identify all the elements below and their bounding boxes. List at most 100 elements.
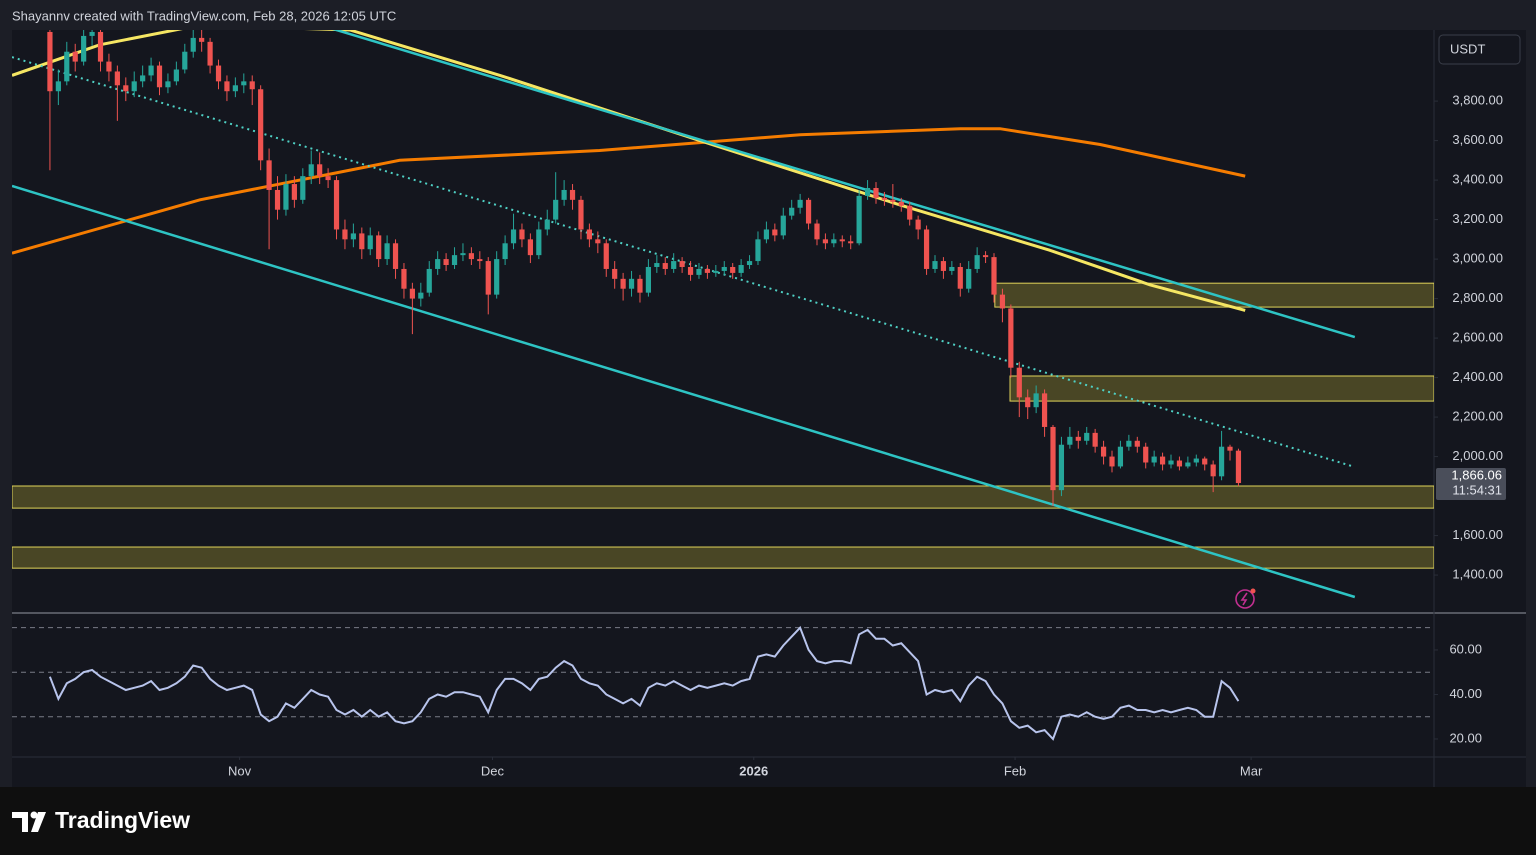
price-pane xyxy=(12,30,1434,599)
candle-body xyxy=(527,239,533,256)
alert-icon[interactable] xyxy=(1235,588,1256,609)
candle-body xyxy=(1117,446,1124,467)
candle-body xyxy=(957,266,963,289)
candle-body xyxy=(856,195,862,244)
candle-body xyxy=(1202,458,1208,465)
candle-body xyxy=(578,199,584,230)
candle-body xyxy=(738,265,744,273)
candle-body xyxy=(780,215,786,236)
y-tick-label: 3,200.00 xyxy=(1452,211,1503,226)
candle-body xyxy=(451,255,458,266)
rsi-tick-label: 60.00 xyxy=(1449,641,1482,656)
candle-body xyxy=(333,180,340,230)
candle-body xyxy=(628,278,635,289)
candle-body xyxy=(789,207,795,216)
candle-body xyxy=(291,184,297,200)
currency-box[interactable] xyxy=(1438,34,1521,65)
candle-body xyxy=(755,239,761,262)
candle-body xyxy=(215,65,222,82)
candle-body xyxy=(468,253,474,260)
candle-body xyxy=(932,261,938,269)
candle-body xyxy=(241,81,247,86)
candle-body xyxy=(224,81,230,92)
candle-body xyxy=(384,243,390,260)
candle-body xyxy=(1067,436,1073,445)
candle-body xyxy=(713,270,719,273)
candle-body xyxy=(317,164,323,177)
candle-body xyxy=(612,268,618,279)
candle-body xyxy=(64,51,70,82)
y-tick-label: 3,000.00 xyxy=(1452,251,1503,266)
candle-body xyxy=(1218,446,1225,477)
candle-body xyxy=(392,243,399,269)
candle-body xyxy=(1075,436,1081,441)
candle-body xyxy=(822,239,829,244)
candle-body xyxy=(839,239,845,242)
candle-body xyxy=(485,261,491,295)
y-tick-label: 3,600.00 xyxy=(1452,132,1503,147)
candle-body xyxy=(232,85,238,92)
candle-body xyxy=(502,243,508,260)
candle-body xyxy=(123,85,129,92)
candle-body xyxy=(401,268,407,289)
brand: TradingView xyxy=(55,807,190,833)
candle-body xyxy=(662,263,668,269)
zone xyxy=(12,546,1434,569)
candle-body xyxy=(114,71,120,86)
candle-body xyxy=(730,266,736,273)
candle-body xyxy=(1185,462,1191,467)
candle-body xyxy=(97,31,104,62)
candle-body xyxy=(283,184,289,210)
candle-body xyxy=(367,235,373,250)
candle-body xyxy=(300,176,306,200)
candle-body xyxy=(1109,456,1115,467)
candle-body xyxy=(873,187,879,198)
candle-body xyxy=(772,229,778,236)
candle-body xyxy=(1084,432,1090,441)
x-tick-label: Dec xyxy=(481,763,505,778)
candle-body xyxy=(637,278,643,293)
candle-body xyxy=(1168,460,1174,465)
candle-body xyxy=(797,199,803,208)
x-tick-label: Feb xyxy=(1004,763,1026,778)
candle-body xyxy=(1159,456,1166,465)
candle-body xyxy=(409,288,415,299)
zone xyxy=(1009,375,1434,402)
candle-body xyxy=(763,229,770,240)
candle-body xyxy=(258,89,264,161)
candle-body xyxy=(426,268,432,293)
currency: USDT xyxy=(1450,41,1485,56)
candle-body xyxy=(1151,456,1157,463)
candle-body xyxy=(460,253,466,256)
candle-body xyxy=(1176,460,1183,467)
candle-body xyxy=(721,266,727,271)
candle-body xyxy=(477,259,483,262)
candle-body xyxy=(561,189,567,200)
countdown: 11:54:31 xyxy=(1452,482,1502,497)
moving-average xyxy=(12,30,1246,312)
candle-body xyxy=(940,261,947,271)
candle-body xyxy=(991,257,997,295)
candle-body xyxy=(165,81,171,88)
candle-body xyxy=(1100,446,1107,457)
candle-body xyxy=(72,51,78,62)
candle-body xyxy=(654,263,660,267)
candle-body xyxy=(671,261,677,269)
candle-body xyxy=(915,219,921,230)
candle-body xyxy=(1041,393,1048,427)
candle-body xyxy=(190,37,196,52)
candle-body xyxy=(949,266,955,271)
candle-body xyxy=(359,233,365,250)
candle-body xyxy=(140,75,146,82)
rsi-tick-label: 20.00 xyxy=(1449,730,1482,745)
candle-body xyxy=(679,261,685,267)
candle-body xyxy=(435,259,441,269)
rsi-tick-label: 40.00 xyxy=(1449,686,1482,701)
candle-body xyxy=(1193,458,1199,463)
rsi-pane xyxy=(12,625,1434,741)
last-price-label: 1,866.06 xyxy=(1451,467,1502,482)
candle-body xyxy=(325,176,331,181)
x-tick-label: 2026 xyxy=(739,763,768,778)
candle-body xyxy=(966,268,972,289)
